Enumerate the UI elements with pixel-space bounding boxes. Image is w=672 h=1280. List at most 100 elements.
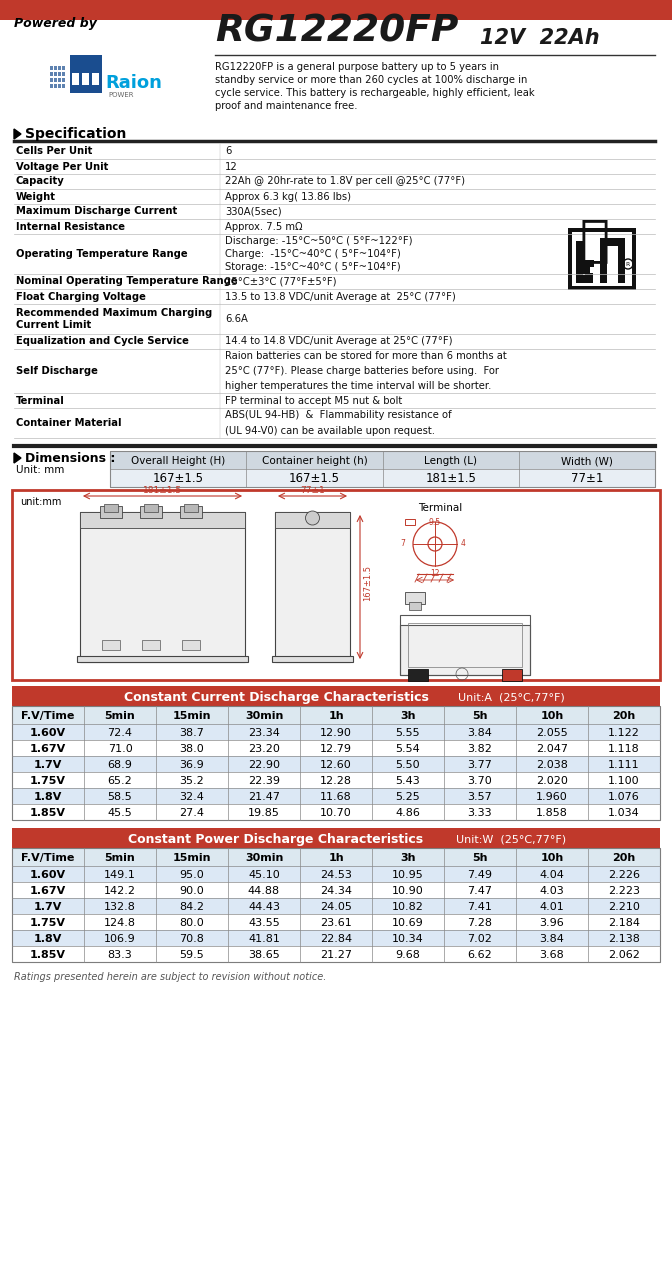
Text: 5.50: 5.50 (396, 760, 420, 771)
Text: POWER: POWER (108, 92, 134, 99)
Circle shape (306, 511, 319, 525)
Bar (58, 84, 60, 88)
Bar (12, 899, 660, 914)
Text: 1.60V: 1.60V (30, 728, 66, 739)
Text: 12.60: 12.60 (320, 760, 352, 771)
Text: 22Ah @ 20hr-rate to 1.8V per cell @25°C (77°F): 22Ah @ 20hr-rate to 1.8V per cell @25°C … (225, 177, 465, 187)
Text: Discharge: -15°C~50°C ( 5°F~122°F): Discharge: -15°C~50°C ( 5°F~122°F) (225, 236, 413, 246)
Text: 27.4: 27.4 (179, 808, 204, 818)
Bar (405, 518, 415, 525)
Text: Equalization and Cycle Service: Equalization and Cycle Service (16, 337, 189, 347)
Text: 23.61: 23.61 (320, 918, 352, 928)
Bar (140, 506, 162, 518)
Text: Specification: Specification (25, 127, 126, 141)
Bar (110, 451, 655, 486)
Bar (405, 591, 425, 604)
Text: 2.020: 2.020 (536, 776, 568, 786)
Bar (92, 73, 99, 84)
Bar (400, 614, 530, 675)
Bar (50, 72, 52, 76)
Text: 10h: 10h (540, 852, 564, 863)
Bar (12, 788, 660, 804)
Bar (184, 504, 198, 512)
Bar (409, 602, 421, 611)
Text: Charge:  -15°C~40°C ( 5°F~104°F): Charge: -15°C~40°C ( 5°F~104°F) (225, 250, 401, 259)
Text: Approx. 7.5 mΩ: Approx. 7.5 mΩ (225, 221, 302, 232)
Text: RG12220FP is a general purpose battery up to 5 years in: RG12220FP is a general purpose battery u… (215, 61, 499, 72)
Text: 4: 4 (461, 539, 466, 549)
Text: 95.0: 95.0 (179, 870, 204, 881)
Text: 4.03: 4.03 (540, 886, 564, 896)
Text: Cells Per Unit: Cells Per Unit (16, 146, 92, 156)
Bar (104, 504, 118, 512)
Text: 44.88: 44.88 (248, 886, 280, 896)
Bar (0, 0, 672, 20)
Text: 10.90: 10.90 (392, 886, 424, 896)
Text: Raion: Raion (105, 74, 162, 92)
Bar (50, 67, 52, 70)
Text: Width (W): Width (W) (561, 456, 613, 466)
Text: 23.20: 23.20 (248, 744, 280, 754)
Text: Unit:W  (25°C,77°F): Unit:W (25°C,77°F) (456, 835, 566, 844)
Text: 132.8: 132.8 (104, 902, 136, 911)
Bar (583, 260, 590, 274)
Bar (72, 73, 79, 84)
Text: 1.75V: 1.75V (30, 776, 66, 786)
Text: RG12220FP: RG12220FP (215, 14, 458, 50)
Bar (54, 67, 56, 70)
Text: 1.100: 1.100 (608, 776, 640, 786)
Text: Operating Temperature Range: Operating Temperature Range (16, 250, 187, 259)
Text: 1.60V: 1.60V (30, 870, 66, 881)
Bar (576, 241, 583, 283)
Text: Float Charging Voltage: Float Charging Voltage (16, 292, 146, 302)
Bar (12, 804, 660, 820)
Text: 22.90: 22.90 (248, 760, 280, 771)
Text: 3.70: 3.70 (468, 776, 493, 786)
Text: 9.68: 9.68 (396, 950, 421, 960)
Bar (12, 772, 660, 788)
Text: F.V/Time: F.V/Time (22, 710, 75, 721)
Text: 1.85V: 1.85V (30, 950, 66, 960)
Text: Constant Power Discharge Characteristics: Constant Power Discharge Characteristics (128, 832, 423, 846)
Text: 35.2: 35.2 (179, 776, 204, 786)
Bar (82, 73, 89, 84)
Text: 12.79: 12.79 (320, 744, 352, 754)
Text: 14.4 to 14.8 VDC/unit Average at 25°C (77°F): 14.4 to 14.8 VDC/unit Average at 25°C (7… (225, 337, 452, 347)
Polygon shape (14, 129, 21, 140)
Text: Self Discharge: Self Discharge (16, 366, 98, 376)
Text: 6.62: 6.62 (468, 950, 493, 960)
Polygon shape (14, 453, 21, 463)
Text: 44.43: 44.43 (248, 902, 280, 911)
Text: Storage: -15°C~40°C ( 5°F~104°F): Storage: -15°C~40°C ( 5°F~104°F) (225, 262, 401, 273)
Text: 2.138: 2.138 (608, 934, 640, 945)
Text: 4.04: 4.04 (540, 870, 564, 881)
Text: 2.055: 2.055 (536, 728, 568, 739)
Bar (62, 67, 65, 70)
Text: 13.5 to 13.8 VDC/unit Average at  25°C (77°F): 13.5 to 13.8 VDC/unit Average at 25°C (7… (225, 292, 456, 302)
Text: 167±1.5: 167±1.5 (153, 472, 204, 485)
Text: 1.67V: 1.67V (30, 886, 66, 896)
Bar (12, 707, 660, 724)
Text: 10.95: 10.95 (392, 870, 424, 881)
Text: 45.10: 45.10 (248, 870, 280, 881)
Text: 2.047: 2.047 (536, 744, 568, 754)
Text: 4.86: 4.86 (396, 808, 421, 818)
Text: 12.90: 12.90 (320, 728, 352, 739)
Text: 5.55: 5.55 (396, 728, 420, 739)
Text: 149.1: 149.1 (104, 870, 136, 881)
Text: 167±1.5: 167±1.5 (289, 472, 340, 485)
Bar (54, 72, 56, 76)
Text: 22.39: 22.39 (248, 776, 280, 786)
Bar (62, 84, 65, 88)
Bar (100, 506, 122, 518)
Text: proof and maintenance free.: proof and maintenance free. (215, 101, 358, 111)
Text: Length (L): Length (L) (424, 456, 477, 466)
Text: Container Material: Container Material (16, 419, 122, 428)
Bar (12, 946, 660, 963)
Text: 3h: 3h (401, 710, 416, 721)
Text: 30min: 30min (245, 852, 283, 863)
Text: 9.5: 9.5 (429, 518, 441, 527)
Text: R: R (626, 261, 630, 266)
Text: 106.9: 106.9 (104, 934, 136, 945)
Bar (12, 686, 660, 707)
